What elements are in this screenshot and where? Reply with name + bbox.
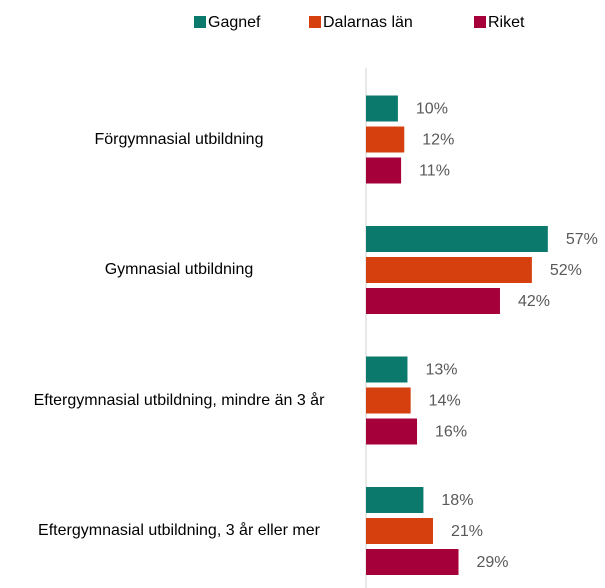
bar [366,226,548,252]
bar [366,257,532,283]
value-label: 10% [416,101,448,118]
value-label: 42% [518,293,550,310]
bar [366,387,411,414]
category-label: Eftergymnasial utbildning, mindre än 3 å… [33,391,325,409]
legend-swatch [194,16,206,28]
bar [366,549,459,575]
value-label: 29% [477,554,509,571]
value-label: 12% [422,132,454,149]
category-label: Gymnasial utbildning [104,261,254,278]
bar [366,518,433,544]
bar [366,126,405,153]
legend-label: Dalarnas län [323,14,413,31]
legend-label: Gagnef [208,14,261,31]
bar [366,95,398,122]
legend-swatch [474,16,486,28]
bar [366,356,408,383]
bar [366,157,402,184]
bar [366,487,424,513]
value-label: 57% [566,231,598,248]
category-label: Förgymnasial utbildning [94,130,264,148]
value-label: 13% [425,362,457,379]
value-label: 18% [441,492,473,509]
value-label: 14% [429,393,461,410]
bar [366,418,418,445]
bar [366,288,500,314]
value-label: 16% [435,424,467,441]
value-label: 21% [451,523,483,540]
legend-label: Riket [488,14,525,31]
value-label: 52% [550,262,582,279]
category-label: Eftergymnasial utbildning, 3 år eller me… [38,522,320,539]
value-label: 11% [419,163,450,180]
legend-swatch [309,16,321,28]
